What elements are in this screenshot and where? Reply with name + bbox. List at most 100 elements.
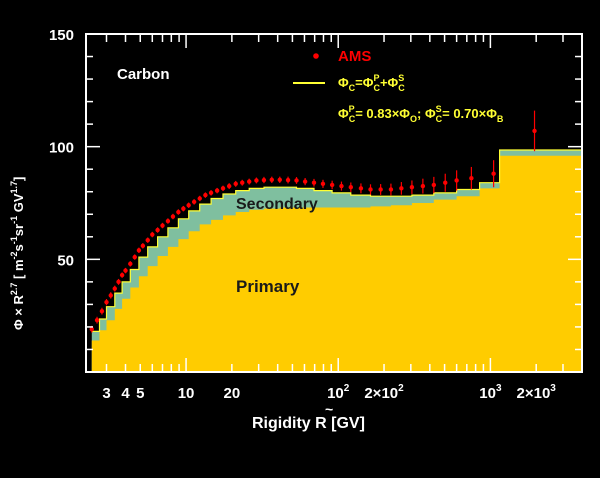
ams-point — [226, 183, 232, 190]
ams-point — [145, 237, 150, 243]
ams-point — [170, 213, 176, 220]
area-layer — [91, 150, 583, 372]
ams-point — [311, 178, 317, 187]
ams-point — [261, 176, 267, 184]
ams-marker — [112, 286, 117, 291]
ams-points-layer — [89, 110, 537, 333]
ams-marker — [431, 182, 437, 188]
ams-point — [140, 243, 146, 249]
ams-marker — [285, 177, 291, 183]
ams-marker — [294, 178, 299, 183]
legend-ams-label: AMS — [338, 48, 371, 65]
legend-sum-formula: ΦC=ΦP C+ΦS C — [338, 73, 405, 93]
ams-marker — [116, 279, 121, 285]
ams-marker — [320, 181, 326, 187]
ams-marker — [89, 326, 94, 332]
y-tick-label: 150 — [49, 27, 74, 44]
ams-marker — [420, 183, 426, 189]
ams-point — [339, 181, 344, 191]
ams-marker — [214, 188, 220, 193]
ams-point — [176, 209, 181, 215]
ams-marker — [176, 209, 181, 215]
ams-point — [247, 178, 252, 185]
ams-point — [277, 176, 282, 183]
x-axis-title-tilde: ~ — [325, 401, 333, 417]
legend-ams-marker — [313, 53, 319, 59]
species-label: Carbon — [117, 66, 170, 83]
x-tick-label: 3 — [102, 385, 110, 402]
ams-point — [454, 170, 459, 191]
primary-label: Primary — [236, 277, 300, 296]
ams-point — [320, 179, 326, 188]
ams-point — [269, 176, 275, 183]
ams-point — [358, 183, 364, 194]
ams-marker — [99, 308, 105, 314]
ams-marker — [254, 178, 259, 183]
ams-marker — [247, 179, 252, 184]
ams-marker — [197, 196, 202, 201]
ams-marker — [191, 199, 197, 205]
ams-marker — [469, 176, 474, 181]
x-axis-title: Rigidity R [GV] — [252, 415, 365, 432]
ams-marker — [119, 272, 125, 278]
ams-marker — [302, 179, 308, 184]
ams-marker — [203, 192, 208, 198]
ams-point — [388, 183, 394, 196]
ams-marker — [150, 232, 155, 237]
ams-point — [94, 316, 100, 324]
ams-marker — [128, 261, 133, 267]
ams-point — [165, 218, 171, 224]
ams-point — [116, 278, 121, 285]
ams-point — [443, 173, 448, 192]
ams-point — [431, 176, 437, 194]
ams-marker — [170, 214, 176, 219]
ams-marker — [329, 182, 335, 188]
x-tick-label: 2×102 — [364, 383, 404, 402]
ams-point — [112, 285, 117, 292]
x-tick-label: 2×103 — [517, 383, 557, 402]
ams-marker — [155, 227, 160, 233]
x-tick-label: 5 — [136, 385, 144, 402]
ams-marker — [348, 185, 354, 190]
secondary-label: Secondary — [236, 196, 318, 213]
ams-point — [409, 180, 415, 194]
sum-line — [91, 149, 582, 332]
ams-point — [214, 187, 220, 194]
ams-point — [233, 180, 238, 187]
ams-marker — [240, 180, 245, 185]
legend: AMS ΦC=ΦP C+ΦS C ΦP C= 0.83×ΦO; ΦS C= 0.70×Φ… — [293, 48, 504, 124]
plot-frame — [85, 33, 583, 373]
x-tick-label: 20 — [224, 385, 241, 402]
x-tick-label: 102 — [327, 383, 350, 402]
ams-marker — [409, 185, 415, 190]
ams-point — [399, 182, 404, 195]
ams-marker — [358, 186, 364, 191]
ams-marker — [108, 293, 113, 298]
ams-point — [329, 180, 335, 190]
ams-marker — [104, 299, 109, 305]
ams-marker — [132, 254, 137, 260]
ams-point — [420, 178, 426, 194]
ams-marker — [233, 181, 238, 187]
ams-marker — [368, 187, 373, 192]
ams-point — [378, 184, 383, 195]
ams-marker — [226, 183, 232, 189]
ams-marker — [165, 218, 171, 224]
ams-point — [119, 272, 125, 278]
ams-marker — [491, 171, 496, 176]
ams-marker — [186, 203, 191, 208]
ams-marker — [145, 237, 150, 243]
tick-layer: 3 4 5 10 20 102 2×102 103 2×103 50 100 150 — [49, 27, 582, 402]
ams-point — [123, 267, 128, 274]
ams-point — [220, 185, 226, 192]
ams-point — [128, 261, 133, 267]
ams-marker — [140, 243, 146, 249]
ams-point — [136, 247, 142, 254]
ams-marker — [277, 177, 282, 182]
y-axis-title: Φ × R2.7 [ m-2s-1sr-1 GV1.7] — [9, 177, 26, 330]
ams-marker — [94, 317, 100, 323]
ams-marker — [136, 248, 142, 253]
ams-marker — [181, 206, 186, 211]
